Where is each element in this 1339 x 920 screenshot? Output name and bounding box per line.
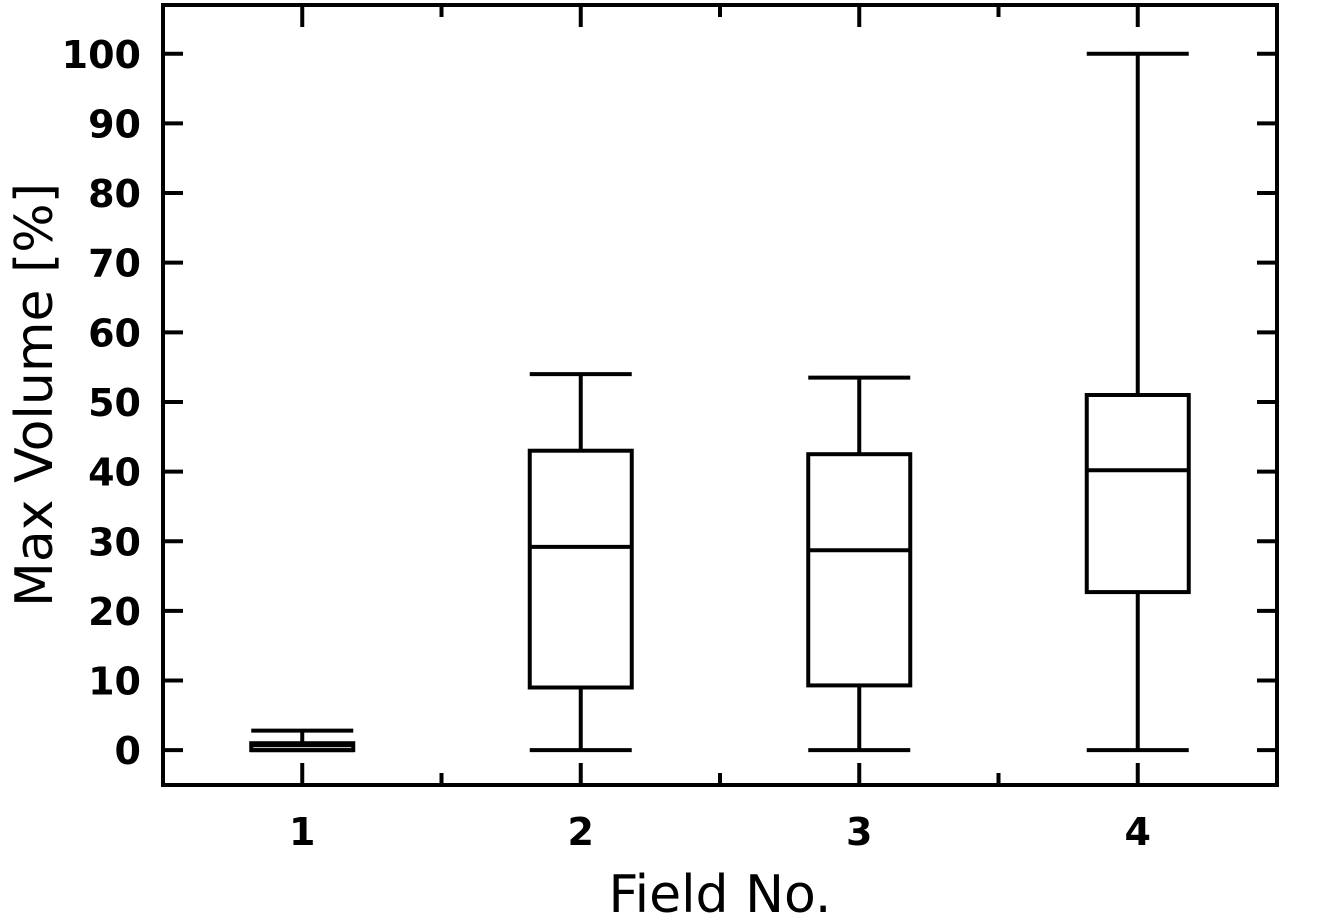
y-tick-label: 20 <box>88 590 141 634</box>
y-tick-label: 10 <box>88 660 141 704</box>
x-tick-label: 2 <box>568 810 594 854</box>
y-tick-label: 50 <box>88 381 141 425</box>
x-tick-label: 3 <box>846 810 872 854</box>
y-tick-label: 40 <box>88 451 141 495</box>
y-axis-title: Max Volume [%] <box>5 183 65 607</box>
plot-frame <box>161 3 1279 787</box>
y-tick-label: 100 <box>62 33 141 77</box>
y-tick-label: 90 <box>88 102 141 146</box>
x-tick-label: 4 <box>1125 810 1151 854</box>
box <box>1084 393 1191 595</box>
y-tick-label: 0 <box>115 729 141 773</box>
y-tick-label: 30 <box>88 520 141 564</box>
box <box>527 448 634 690</box>
x-tick-label: 1 <box>289 810 315 854</box>
box <box>806 452 913 688</box>
boxes-layer <box>249 51 1191 753</box>
y-tick-label: 70 <box>88 242 141 286</box>
labels-layer: 0 10 20 30 40 50 60 70 80 90 100 1 2 3 4 <box>62 33 1151 854</box>
x-axis-title: Field No. <box>609 865 832 920</box>
y-tick-label: 60 <box>88 311 141 355</box>
y-tick-label: 80 <box>88 172 141 216</box>
